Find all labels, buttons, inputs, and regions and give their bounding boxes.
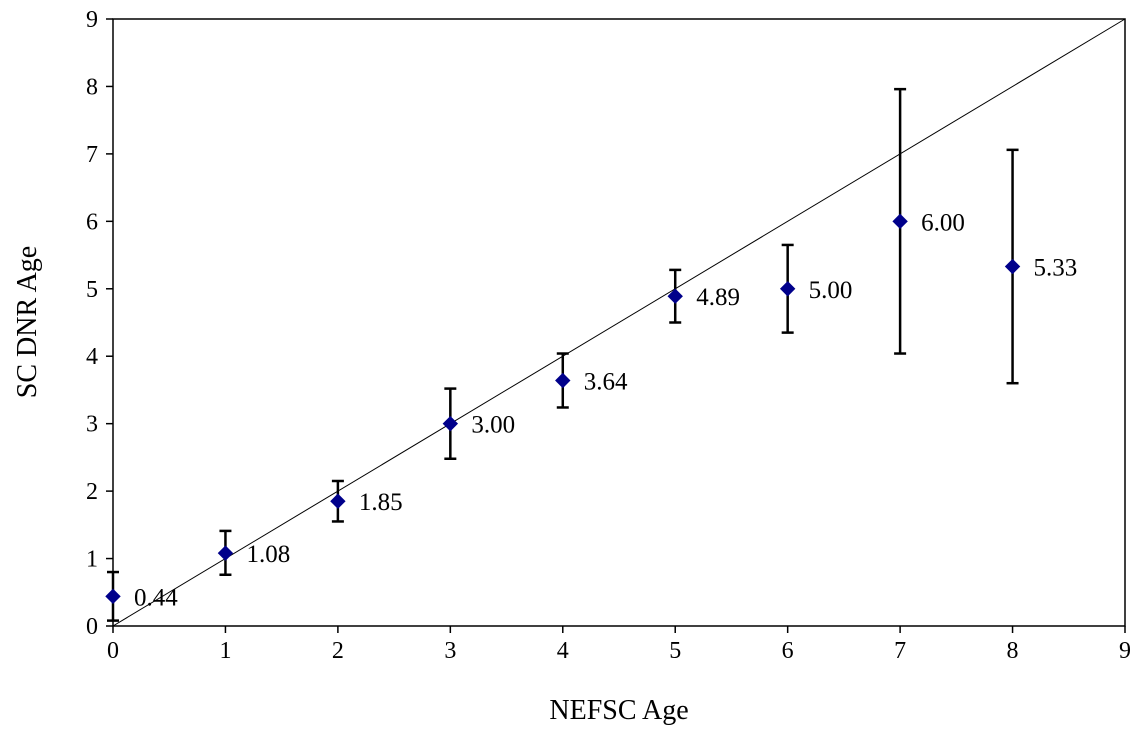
x-tick-label: 2 bbox=[332, 638, 344, 664]
y-tick-label: 6 bbox=[86, 209, 98, 235]
data-point bbox=[555, 372, 571, 389]
y-tick-label: 9 bbox=[86, 7, 98, 33]
y-tick-label: 7 bbox=[86, 142, 98, 168]
y-tick-label: 0 bbox=[86, 614, 98, 640]
data-labels-layer: 0.44 1.08 1.85 3.00 3.64 4.89 5.00 6.00 5.33 bbox=[134, 209, 1077, 611]
data-point bbox=[330, 493, 346, 509]
reference-line-layer bbox=[112, 18, 1126, 627]
data-points-layer bbox=[105, 213, 1021, 605]
data-label: 1.08 bbox=[246, 541, 290, 568]
x-tick-label: 3 bbox=[444, 638, 456, 664]
x-tick-label: 5 bbox=[669, 638, 681, 664]
data-label: 5.00 bbox=[809, 277, 853, 304]
y-tick-label: 2 bbox=[86, 479, 98, 505]
data-label: 3.64 bbox=[584, 369, 628, 396]
data-point bbox=[1004, 258, 1021, 275]
data-point bbox=[892, 213, 908, 230]
y-tick-label: 8 bbox=[86, 74, 98, 100]
y-axis-title: SC DNR Age bbox=[12, 246, 43, 398]
x-tick-label: 4 bbox=[557, 638, 569, 664]
x-tick-label: 7 bbox=[894, 638, 906, 664]
data-label: 3.00 bbox=[471, 412, 515, 439]
data-label: 5.33 bbox=[1034, 255, 1078, 282]
data-label: 0.44 bbox=[134, 584, 178, 611]
data-point bbox=[779, 281, 796, 297]
data-point bbox=[105, 588, 121, 605]
data-label: 4.89 bbox=[696, 284, 740, 311]
x-tick-label: 6 bbox=[782, 638, 794, 664]
x-tick-label: 8 bbox=[1007, 638, 1019, 664]
data-point bbox=[667, 288, 683, 304]
x-axis-title: NEFSC Age bbox=[549, 695, 688, 726]
y-tick-label: 4 bbox=[86, 344, 98, 370]
data-point bbox=[442, 415, 459, 432]
data-point bbox=[217, 545, 234, 561]
x-tick-label: 9 bbox=[1119, 638, 1131, 664]
y-tick-label: 1 bbox=[86, 547, 98, 573]
x-tick-label: 1 bbox=[219, 638, 231, 664]
x-tick-label: 0 bbox=[107, 638, 119, 664]
y-tick-label: 3 bbox=[86, 412, 98, 438]
axis-ticks-layer: 0 1 2 3 4 5 6 7 8 9 0 1 2 3 4 5 6 7 8 9 bbox=[86, 7, 1131, 664]
data-label: 1.85 bbox=[359, 489, 403, 516]
reference-line bbox=[112, 18, 1126, 627]
y-tick-label: 5 bbox=[86, 277, 98, 303]
data-label: 6.00 bbox=[921, 209, 965, 236]
